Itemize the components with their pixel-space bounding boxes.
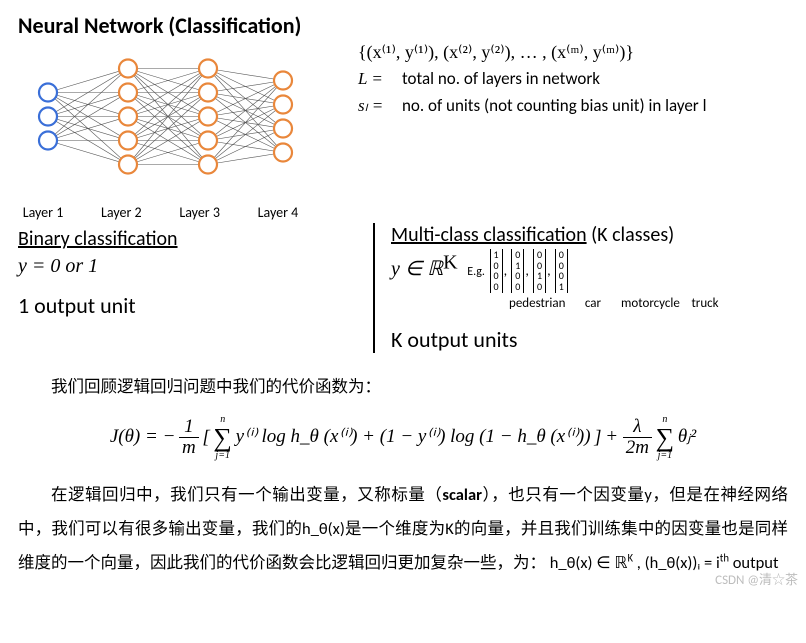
rbracket: ] <box>594 428 601 447</box>
sl-symbol: sₗ = <box>358 94 402 119</box>
cost-term2: θⱼ² <box>678 426 696 447</box>
multi-eq-row: y ∈ ℝK E.g. 1000, 0100, 0010, 0001 <box>391 249 788 293</box>
binary-col: Binary classification y = 0 or 1 1 outpu… <box>18 223 373 353</box>
sum2: n∑j=1 <box>656 415 675 461</box>
classification-row: Binary classification y = 0 or 1 1 outpu… <box>18 223 788 353</box>
layer-label-2: Layer 2 <box>96 205 146 221</box>
binary-eq: y = 0 or 1 <box>18 255 373 278</box>
multi-eq-pre: y ∈ ℝ <box>391 258 443 280</box>
para2-th: th <box>720 551 729 564</box>
cost-term1: y⁽ⁱ⁾ log h_θ (x⁽ⁱ⁾) + (1 − y⁽ⁱ⁾) log (1 … <box>236 426 591 447</box>
one-hot-vectors: 1000, 0100, 0010, 0001 <box>489 261 569 280</box>
para2-a: 在逻辑回归中，我们只有一个输出变量，又称标量（ <box>51 485 442 505</box>
binary-out: 1 output unit <box>18 292 373 319</box>
cost-lhs: J(θ) = − <box>110 426 176 447</box>
para2-c: , (h_θ(x))ᵢ = i <box>633 553 720 573</box>
L-text: total no. of layers in network <box>402 67 600 92</box>
sl-text: no. of units (not counting bias unit) in… <box>402 94 706 119</box>
binary-head: Binary classification <box>18 227 373 251</box>
frac1-d: m <box>179 438 199 458</box>
multi-head: Multi-class classification <box>391 223 587 247</box>
multi-eg: E.g. <box>467 265 485 279</box>
nn-column: Layer 1 Layer 2 Layer 3 Layer 4 <box>18 39 358 221</box>
defs-column: {(x⁽¹⁾, y⁽¹⁾), (x⁽²⁾, y⁽²⁾), … , (x⁽ᵐ⁾, … <box>358 39 788 221</box>
lbracket: [ <box>202 428 209 447</box>
layer-labels: Layer 1 Layer 2 Layer 3 Layer 4 <box>18 205 303 221</box>
nn-diagram <box>18 39 303 194</box>
frac2-d: 2m <box>623 438 652 458</box>
para2-scalar: scalar <box>442 485 482 505</box>
page-title: Neural Network (Classification) <box>18 12 788 39</box>
frac2-n: λ <box>623 417 652 438</box>
cost-function: J(θ) = − 1m [ n∑j=1 y⁽ⁱ⁾ log h_θ (x⁽ⁱ⁾) … <box>18 415 788 461</box>
multi-out: K output units <box>391 326 788 353</box>
sum1: n∑j=1 <box>213 415 232 461</box>
layer-label-4: Layer 4 <box>253 205 303 221</box>
L-symbol: L = <box>358 67 402 92</box>
multi-head-suffix: (K classes) <box>587 223 675 247</box>
para2: 在逻辑回归中，我们只有一个输出变量，又称标量（scalar），也只有一个因变量y… <box>18 479 788 580</box>
multi-col: Multi-class classification (K classes) y… <box>373 223 788 353</box>
watermark: CSDN @清☆茶 <box>715 569 798 588</box>
layer-label-1: Layer 1 <box>18 205 68 221</box>
top-section: Layer 1 Layer 2 Layer 3 Layer 4 {(x⁽¹⁾, … <box>18 39 788 221</box>
multi-head-line: Multi-class classification (K classes) <box>391 223 788 247</box>
plus: + <box>605 426 623 447</box>
frac1-n: 1 <box>179 417 199 438</box>
training-set: {(x⁽¹⁾, y⁽¹⁾), (x⁽²⁾, y⁽²⁾), … , (x⁽ᵐ⁾, … <box>358 39 788 65</box>
para1: 我们回顾逻辑回归问题中我们的代价函数为： <box>18 371 788 405</box>
multi-eq-K: K <box>443 252 457 274</box>
layer-label-3: Layer 3 <box>175 205 225 221</box>
class-labels: pedestriancarmotorcycletruck <box>509 293 788 312</box>
